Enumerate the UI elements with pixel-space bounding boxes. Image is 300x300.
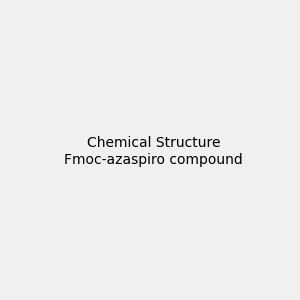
Text: Chemical Structure
Fmoc-azaspiro compound: Chemical Structure Fmoc-azaspiro compoun…	[64, 136, 243, 166]
